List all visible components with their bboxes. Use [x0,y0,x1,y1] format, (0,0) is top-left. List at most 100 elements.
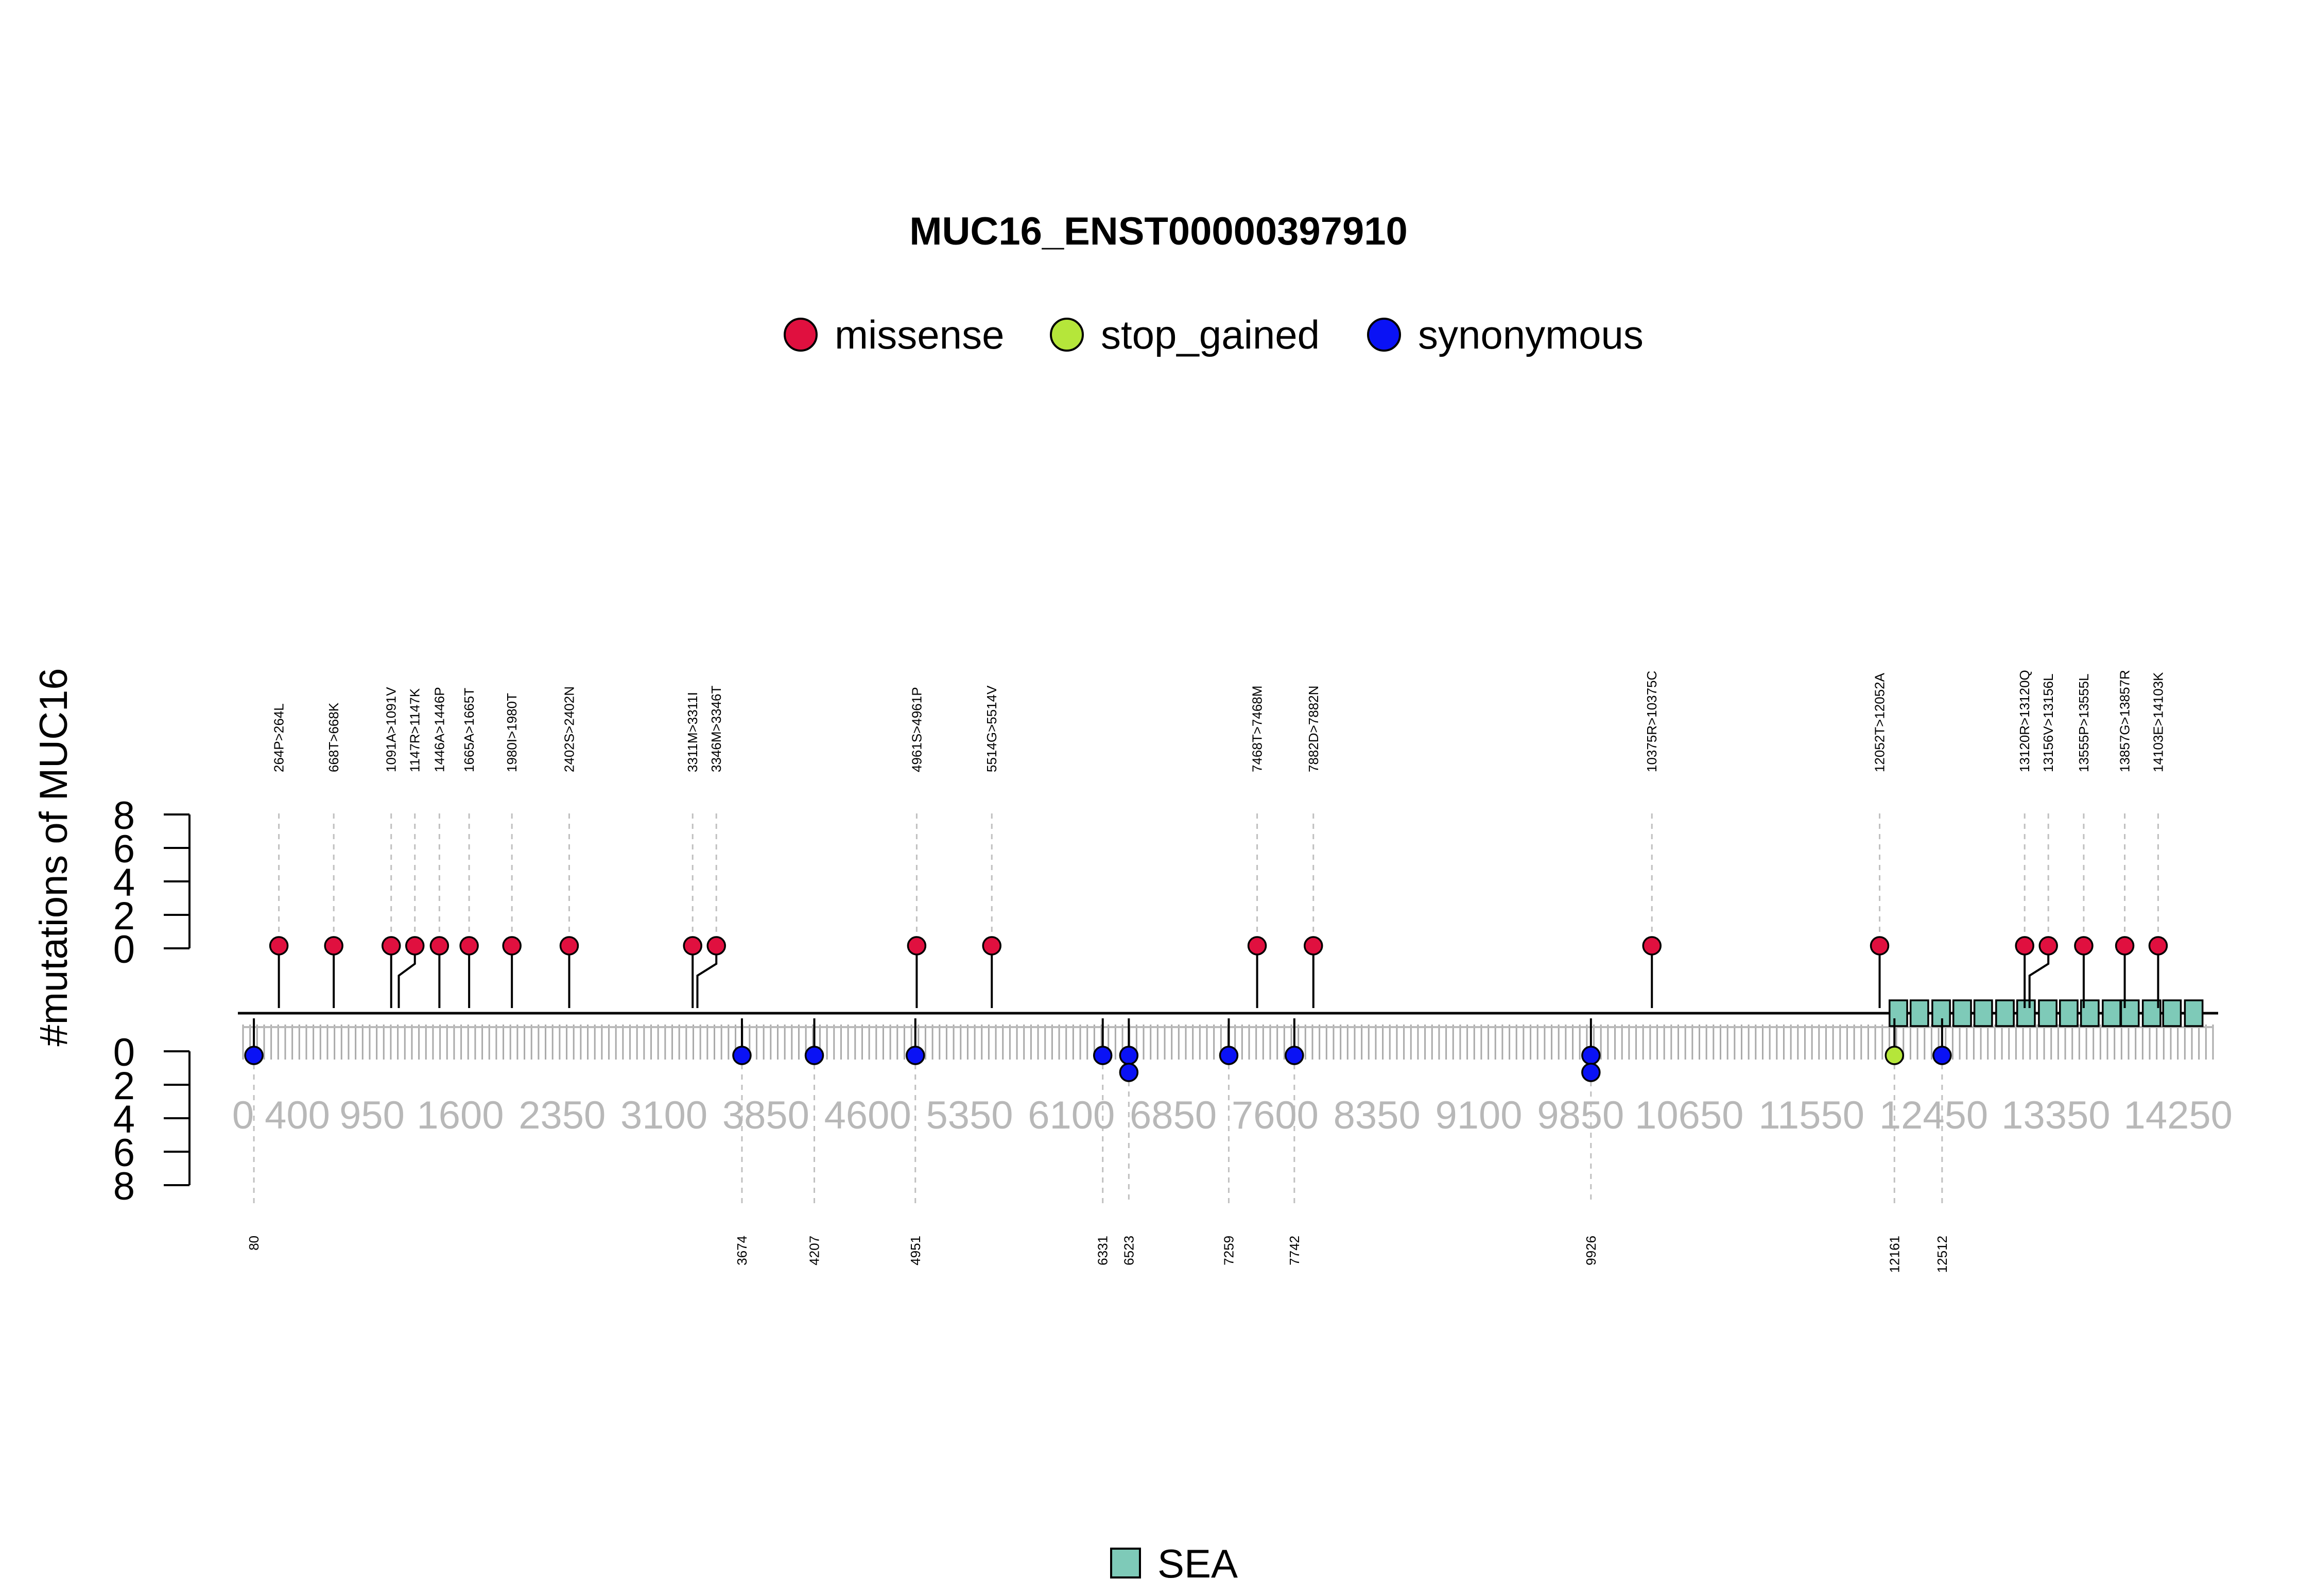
mutation-label-bottom: 4207 [807,1236,822,1265]
mutation-point-synonymous [1219,1046,1239,1065]
mutation-point-missense [381,936,401,956]
y-tick-label-bottom: 4 [113,1098,135,1141]
mutation-label-bottom: 3674 [734,1236,750,1265]
legend-swatch-missense [784,318,818,352]
y-tick-label-top: 0 [113,928,135,972]
mutation-point-synonymous [1119,1063,1139,1082]
x-tick-label: 7600 [1232,1094,1319,1137]
x-axis: 0 400 950 1600 2350 3100 3850 4600 5350 6100 6850 7… [232,1094,2233,1137]
mutation-point-missense [2038,936,2058,956]
domain-sea [1909,999,1929,1027]
mutation-label-top: 1665A>1665T [461,688,477,772]
mutation-point-synonymous [906,1046,925,1065]
mutation-point-synonymous [1093,1046,1113,1065]
chart-title: MUC16_ENST00000397910 [909,210,1408,253]
mutation-label-bottom: 9926 [1583,1236,1599,1265]
mutation-point-missense [2148,936,2168,956]
mutation-point-missense [502,936,522,956]
domain-sea [2016,999,2036,1027]
mutation-point-synonymous [732,1046,752,1065]
mutation-point-stop_gained [1884,1046,1905,1065]
mutation-point-synonymous [1932,1046,1952,1065]
mutation-point-synonymous [244,1046,264,1065]
y-tick-label-bottom: 2 [113,1064,135,1108]
domain-sea [2162,999,2182,1027]
x-tick-label: 9100 [1435,1094,1522,1137]
x-tick-label: 2350 [518,1094,606,1137]
mutation-points [244,936,2168,1082]
y-tick-label-top: 8 [113,794,135,838]
mutation-point-missense [405,936,425,956]
mutation-label-top: 4961S>4961P [909,687,924,772]
mutation-point-synonymous [1119,1046,1139,1065]
top-mutation-labels: 264P>264L 668T>668K 1091A>1091V 1147R>1147K… [271,670,2166,772]
mutation-point-missense [559,936,579,956]
top-stems [278,946,2159,1008]
mutation-point-missense [324,936,343,956]
legend-label-missense: missense [835,312,1004,357]
x-tick-label: 3850 [722,1094,809,1137]
mutation-point-synonymous [804,1046,824,1065]
x-tick-label: 1600 [417,1094,504,1137]
domain-sea [1995,999,2015,1027]
mutation-label-top: 1446A>1446P [431,687,447,772]
domain-layer [1889,999,2204,1027]
mutation-label-bottom: 7742 [1287,1236,1302,1265]
x-tick-label: 400 [265,1094,330,1137]
mutation-label-bottom: 12512 [1934,1236,1950,1273]
domain-sea [2059,999,2079,1027]
mutation-point-missense [706,936,726,956]
mutation-label-top: 7468T>7468M [1250,686,1265,772]
mutation-label-bottom: 4951 [908,1236,923,1265]
mutation-point-missense [907,936,927,956]
mutation-label-top: 5514G>5514V [984,685,999,772]
x-tick-label: 0 [232,1094,254,1137]
domain-sea [1973,999,1993,1027]
domain-sea [2184,999,2204,1027]
y-tick-label-top: 4 [113,861,135,905]
bottom-mutation-labels: 80 3674 4207 4951 6331 6523 7259 7742 9926 12161 1… [246,1236,1950,1273]
mutation-label-top: 13156V>13156L [2041,673,2056,772]
domain-legend: SEA [1110,1541,1238,1586]
mutation-label-top: 264P>264L [271,703,287,772]
mutation-point-missense [429,936,449,956]
mutation-point-missense [2015,936,2034,956]
y-tick-label-bottom: 8 [113,1165,135,1208]
mutation-label-bottom: 80 [246,1236,262,1251]
mutation-point-missense [683,936,702,956]
mutation-label-top: 14103E>14103K [2150,672,2166,772]
x-tick-label: 4600 [824,1094,911,1137]
mutation-point-missense [459,936,479,956]
mutation-label-top: 2402S>2402N [561,686,577,772]
mutation-label-top: 10375R>10375C [1644,671,1659,772]
mutation-label-top: 3346M>3346T [708,685,724,772]
domain-sea [2038,999,2057,1027]
y-tick-label-top: 6 [113,827,135,871]
stem-top [696,946,718,1008]
mutation-label-bottom: 6331 [1095,1236,1111,1265]
x-tick-label: 3100 [620,1094,707,1137]
legend: missense stop_gained synonymous [784,312,1644,357]
x-tick-label: 6100 [1028,1094,1115,1137]
mutation-point-synonymous [1285,1046,1304,1065]
legend-label-stop_gained: stop_gained [1101,312,1320,357]
x-tick-label: 950 [339,1094,405,1137]
mutation-label-top: 13555P>13555L [2076,673,2091,772]
guide-lines [253,813,2159,1205]
mutation-label-top: 1091A>1091V [384,687,399,772]
mutation-point-synonymous [1581,1046,1601,1065]
legend-swatch-domain [1110,1548,1141,1578]
mutation-label-top: 1147R>1147K [407,688,423,772]
legend-swatch-synonymous [1367,318,1401,352]
legend-label-synonymous: synonymous [1418,312,1644,357]
legend-swatch-stop_gained [1050,318,1084,352]
mutation-label-bottom: 6523 [1121,1236,1136,1265]
mutation-label-top: 13120R>13120Q [2017,670,2032,772]
x-tick-label: 10650 [1635,1094,1743,1137]
domain-sea [1952,999,1972,1027]
legend-label-domain: SEA [1157,1541,1238,1586]
mutation-point-missense [1642,936,1662,956]
